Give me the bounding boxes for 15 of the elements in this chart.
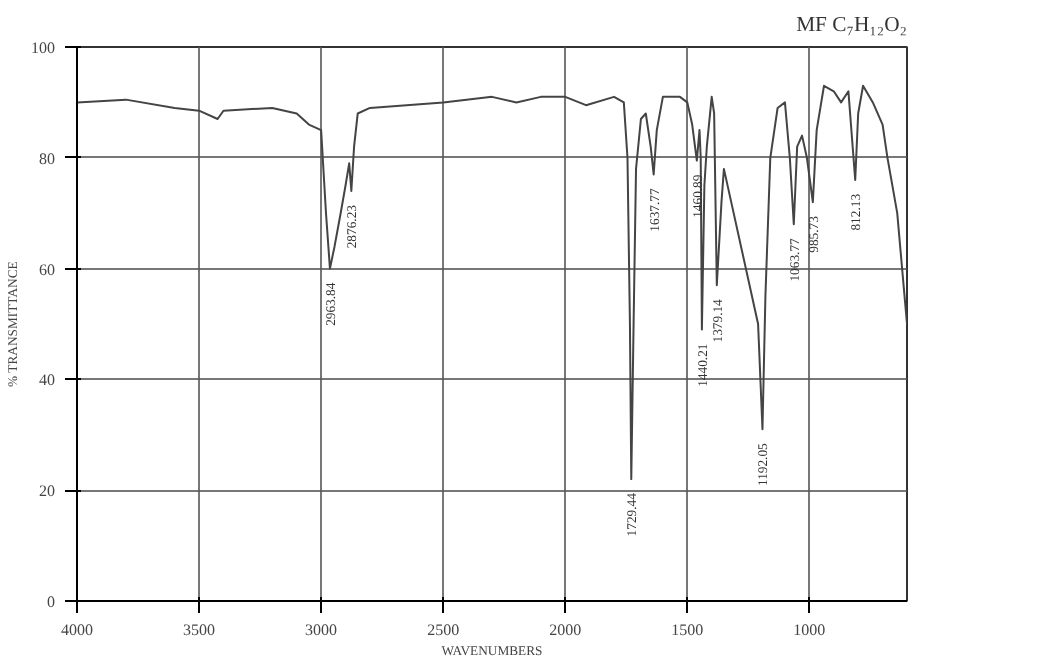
- x-tick-label: 3500: [183, 621, 216, 639]
- x-tick-label: 1500: [671, 621, 704, 639]
- x-tick-label: 2000: [549, 621, 582, 639]
- y-tick-label: 40: [39, 371, 55, 390]
- text: MF C₇H₁₂O₂: [796, 15, 908, 37]
- x-tick-label: 4000: [61, 621, 93, 639]
- y-tick-label: 80: [39, 149, 55, 168]
- y-tick-label: 20: [39, 482, 55, 501]
- x-tick-label: 3000: [305, 621, 338, 639]
- line-series: [77, 84, 907, 481]
- y-tick-label: 0: [47, 593, 55, 611]
- x-tick-label: 1000: [793, 621, 826, 639]
- y-tick-label: 60: [39, 260, 55, 279]
- x-tick-label: 2500: [427, 621, 460, 639]
- y-tick-label: 100: [31, 39, 55, 57]
